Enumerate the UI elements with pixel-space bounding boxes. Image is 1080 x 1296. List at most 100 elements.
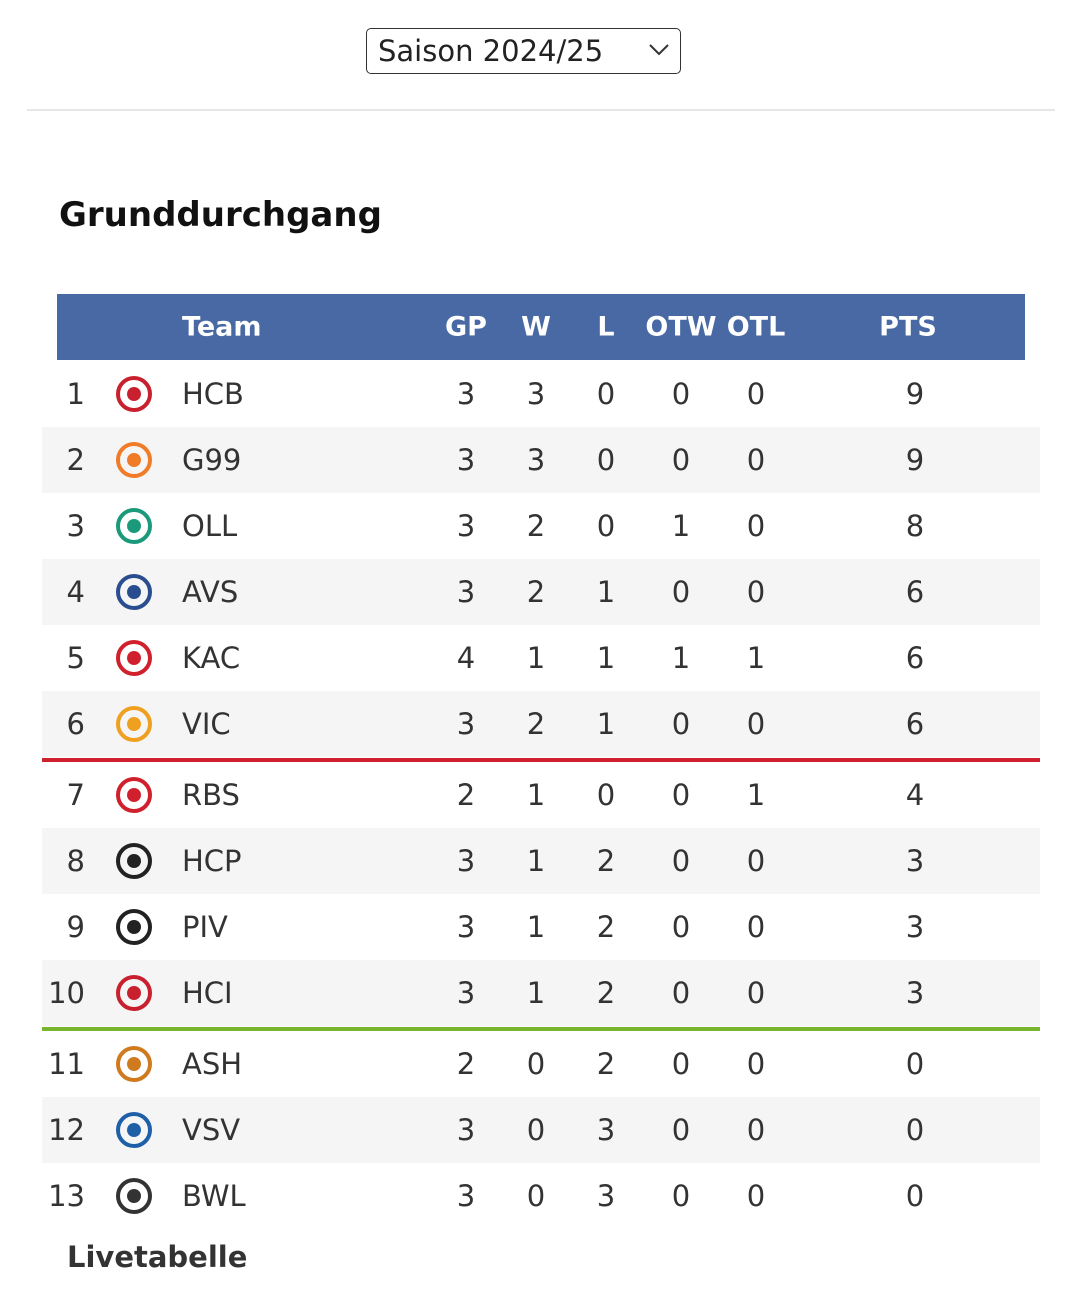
- cell-l: 2: [596, 976, 616, 1010]
- cell-otw: 0: [671, 1179, 691, 1213]
- team-logo: [116, 975, 152, 1011]
- cell-w: 0: [526, 1113, 546, 1147]
- cell-otl: 1: [746, 778, 766, 812]
- cell-team: BWL: [182, 1179, 246, 1213]
- cell-otw: 0: [671, 377, 691, 411]
- cell-team: ASH: [182, 1047, 243, 1081]
- cell-rank: 9: [66, 910, 85, 944]
- team-logo: [116, 1046, 152, 1082]
- cell-gp: 4: [456, 641, 476, 675]
- season-select[interactable]: Saison 2024/25: [366, 28, 681, 74]
- cell-rank: 4: [66, 575, 85, 609]
- cell-team: VIC: [182, 707, 231, 741]
- table-row: 8 HCP 3 1 2 0 0 3: [42, 828, 1040, 894]
- team-logo: [116, 640, 152, 676]
- cell-l: 1: [596, 707, 616, 741]
- cell-rank: 6: [66, 707, 85, 741]
- team-logo: [116, 442, 152, 478]
- team-logo: [116, 909, 152, 945]
- cell-otw: 0: [671, 707, 691, 741]
- cell-pts: 0: [905, 1047, 925, 1081]
- cell-otw: 0: [671, 778, 691, 812]
- cell-pts: 6: [905, 641, 925, 675]
- livetabelle-link[interactable]: Livetabelle: [67, 1240, 248, 1274]
- cell-otl: 0: [746, 443, 766, 477]
- column-header: W: [521, 311, 551, 343]
- cell-gp: 2: [456, 1047, 476, 1081]
- cell-l: 0: [596, 377, 616, 411]
- cell-gp: 3: [456, 509, 476, 543]
- team-logo: [116, 777, 152, 813]
- team-logo: [116, 376, 152, 412]
- season-label: Saison 2024/25: [378, 34, 604, 68]
- column-header: L: [597, 311, 615, 343]
- team-logo: [116, 1112, 152, 1148]
- cell-otw: 0: [671, 443, 691, 477]
- cell-rank: 3: [66, 509, 85, 543]
- cell-pts: 3: [905, 976, 925, 1010]
- cell-pts: 0: [905, 1113, 925, 1147]
- cell-w: 3: [526, 443, 546, 477]
- cell-gp: 3: [456, 844, 476, 878]
- cell-rank: 11: [48, 1047, 85, 1081]
- column-header: PTS: [879, 311, 937, 343]
- cell-otl: 0: [746, 575, 766, 609]
- cell-otw: 1: [671, 509, 691, 543]
- column-header: OTL: [726, 311, 786, 343]
- divider: [27, 109, 1055, 111]
- cell-l: 2: [596, 1047, 616, 1081]
- table-row: 11 ASH 2 0 2 0 0 0: [42, 1027, 1040, 1097]
- cell-w: 0: [526, 1179, 546, 1213]
- cell-otl: 0: [746, 1179, 766, 1213]
- cell-otw: 0: [671, 976, 691, 1010]
- chevron-icon: [649, 44, 669, 56]
- team-logo: [116, 1178, 152, 1214]
- cell-otl: 0: [746, 377, 766, 411]
- cell-pts: 3: [905, 910, 925, 944]
- cell-pts: 4: [905, 778, 925, 812]
- cell-team: AVS: [182, 575, 239, 609]
- cell-pts: 9: [905, 443, 925, 477]
- table-row: 2 G99 3 3 0 0 0 9: [42, 427, 1040, 493]
- team-logo: [116, 706, 152, 742]
- team-logo: [116, 508, 152, 544]
- cell-otw: 1: [671, 641, 691, 675]
- table-row: 5 KAC 4 1 1 1 1 6: [42, 625, 1040, 691]
- cell-otl: 0: [746, 844, 766, 878]
- cell-pts: 9: [905, 377, 925, 411]
- cell-w: 1: [526, 910, 546, 944]
- cell-l: 2: [596, 844, 616, 878]
- table-row: 4 AVS 3 2 1 0 0 6: [42, 559, 1040, 625]
- cell-rank: 7: [66, 778, 85, 812]
- cell-l: 2: [596, 910, 616, 944]
- cell-rank: 12: [48, 1113, 85, 1147]
- standings-table: 1 HCB 3 3 0 0 0 9 2 G99 3 3 0 0 0 9 3 OLL 3 2 0 1 0 8 4 AVS 3 2 1 0 0 6…: [42, 361, 1040, 1229]
- cell-w: 2: [526, 575, 546, 609]
- cell-w: 3: [526, 377, 546, 411]
- cell-l: 0: [596, 778, 616, 812]
- team-logo: [116, 843, 152, 879]
- cell-team: HCI: [182, 976, 233, 1010]
- cell-otl: 0: [746, 707, 766, 741]
- table-row: 1 HCB 3 3 0 0 0 9: [42, 361, 1040, 427]
- cell-l: 3: [596, 1179, 616, 1213]
- cell-w: 2: [526, 707, 546, 741]
- cell-pts: 3: [905, 844, 925, 878]
- cell-otl: 1: [746, 641, 766, 675]
- cell-gp: 3: [456, 976, 476, 1010]
- cell-pts: 8: [905, 509, 925, 543]
- team-logo: [116, 574, 152, 610]
- cell-otl: 0: [746, 1047, 766, 1081]
- cell-l: 0: [596, 509, 616, 543]
- table-row: 9 PIV 3 1 2 0 0 3: [42, 894, 1040, 960]
- table-row: 3 OLL 3 2 0 1 0 8: [42, 493, 1040, 559]
- cell-gp: 3: [456, 1113, 476, 1147]
- cell-gp: 3: [456, 707, 476, 741]
- cell-l: 1: [596, 575, 616, 609]
- cell-otw: 0: [671, 910, 691, 944]
- cell-rank: 1: [66, 377, 85, 411]
- cell-otl: 0: [746, 910, 766, 944]
- cell-team: RBS: [182, 778, 240, 812]
- column-header: GP: [445, 311, 487, 343]
- column-header: Team: [182, 311, 262, 343]
